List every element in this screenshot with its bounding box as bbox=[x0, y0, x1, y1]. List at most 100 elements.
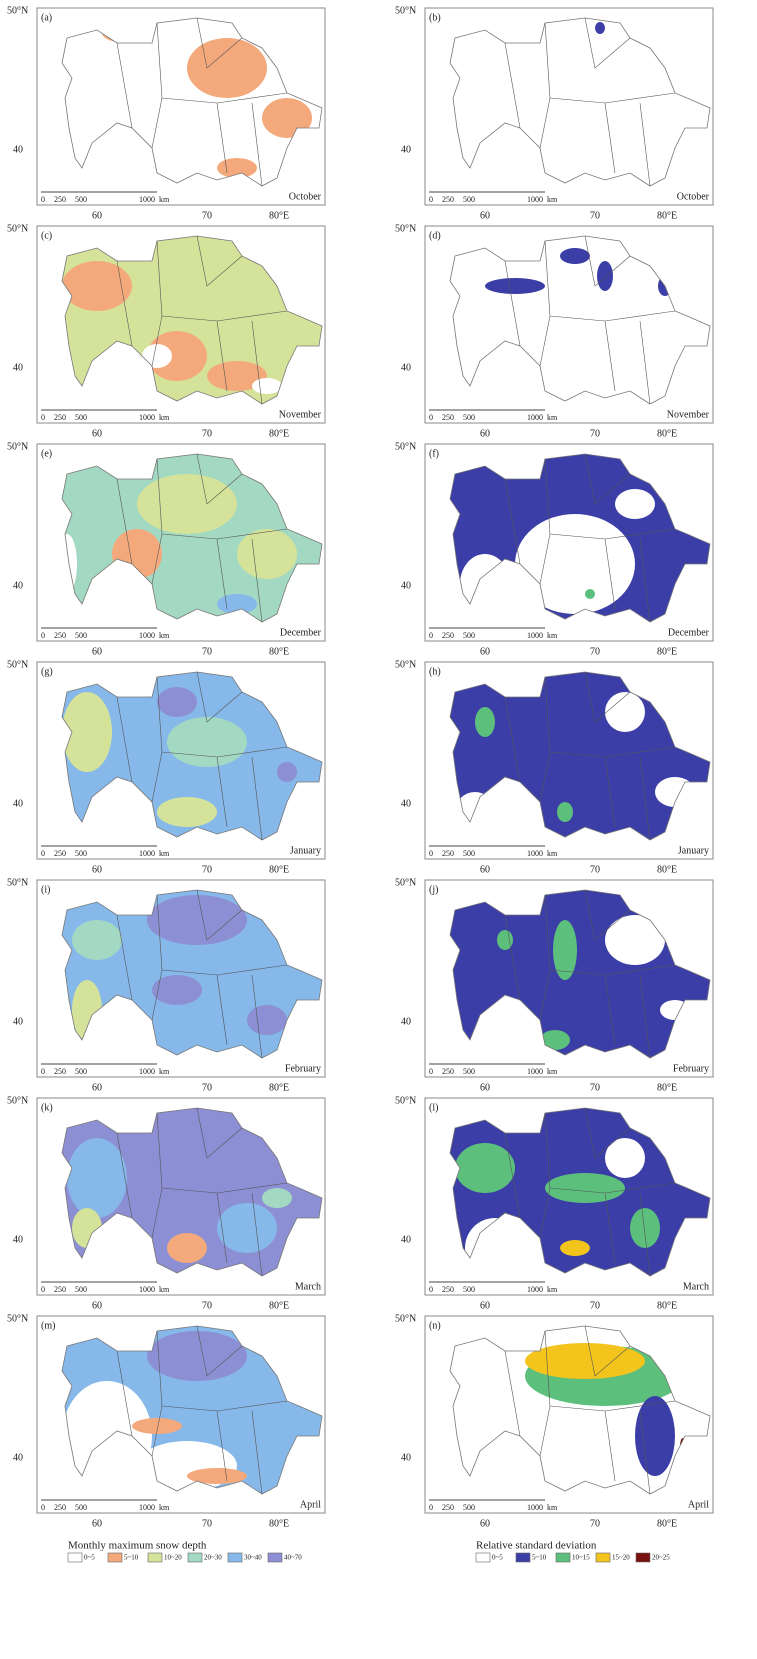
scale-label: 500 bbox=[75, 631, 87, 640]
lat-label: 40 bbox=[13, 1234, 23, 1245]
map-panel: (i) February 0 250 500 1000 km bbox=[36, 879, 326, 1078]
scale-label: 500 bbox=[463, 1067, 475, 1076]
panel-label: (j) bbox=[429, 884, 438, 895]
scale-label: km bbox=[159, 1285, 170, 1294]
lat-label: 50°N bbox=[7, 223, 28, 234]
lat-label: 40 bbox=[13, 144, 23, 155]
panel-label: (b) bbox=[429, 12, 441, 23]
lon-label: 60 bbox=[92, 210, 102, 221]
country-outline bbox=[61, 889, 323, 1059]
panel-frame bbox=[424, 7, 714, 206]
month-label: October bbox=[289, 191, 322, 202]
lon-label: 60 bbox=[480, 646, 490, 657]
lat-label: 40 bbox=[401, 1452, 411, 1463]
panel-frame bbox=[424, 661, 714, 860]
region-borders bbox=[504, 671, 676, 841]
snow-field bbox=[450, 1108, 710, 1276]
scale-label: 1000 bbox=[527, 849, 543, 858]
lat-label: 50°N bbox=[395, 223, 416, 234]
field-patch bbox=[497, 930, 513, 950]
map-panel: (d) November 0 250 500 1000 km bbox=[424, 225, 714, 424]
lon-label: 60 bbox=[480, 1518, 490, 1529]
scale-label: 250 bbox=[54, 195, 66, 204]
lon-label: 60 bbox=[480, 428, 490, 439]
panel-label: (h) bbox=[429, 666, 441, 677]
scale-label: 0 bbox=[429, 849, 433, 858]
field-patch bbox=[187, 1468, 247, 1484]
month-label: December bbox=[280, 627, 322, 638]
lat-label: 50°N bbox=[7, 1095, 28, 1106]
lon-label: 70 bbox=[202, 864, 212, 875]
scale-label: km bbox=[159, 1503, 170, 1512]
panel-label: (l) bbox=[429, 1102, 438, 1113]
field-patch bbox=[102, 23, 152, 43]
legend-label: 30~40 bbox=[244, 1554, 262, 1562]
lon-label: 60 bbox=[480, 864, 490, 875]
map-panel: (b) October 0 250 500 1000 km bbox=[424, 7, 714, 206]
lon-label: 60 bbox=[92, 1300, 102, 1311]
lat-label: 40 bbox=[401, 144, 411, 155]
lon-label: 70 bbox=[202, 646, 212, 657]
scale-label: 250 bbox=[54, 849, 66, 858]
scale-label: 0 bbox=[41, 1503, 45, 1512]
lon-label: 60 bbox=[480, 210, 490, 221]
panel-label: (i) bbox=[41, 884, 50, 895]
country-outline bbox=[449, 889, 711, 1059]
scale-label: 500 bbox=[463, 195, 475, 204]
snow-field bbox=[62, 1108, 322, 1276]
field-patch bbox=[152, 975, 202, 1005]
field-patch bbox=[157, 797, 217, 827]
lat-label: 50°N bbox=[395, 877, 416, 888]
legend-swatch bbox=[267, 1552, 283, 1563]
field-patch bbox=[262, 98, 312, 138]
map-panel: (h) January 0 250 500 1000 km bbox=[424, 661, 714, 860]
lon-label: 70 bbox=[590, 428, 600, 439]
snow-field bbox=[62, 454, 322, 622]
field-patch bbox=[635, 1396, 675, 1476]
panel-frame bbox=[36, 7, 326, 206]
country-outline bbox=[61, 1107, 323, 1277]
field-patch bbox=[187, 38, 267, 98]
country-outline bbox=[61, 453, 323, 623]
lon-label: 80°E bbox=[657, 428, 677, 439]
scale-label: 500 bbox=[463, 849, 475, 858]
scale-label: 1000 bbox=[139, 631, 155, 640]
lon-label: 70 bbox=[202, 1300, 212, 1311]
month-label: October bbox=[677, 191, 710, 202]
field-patch bbox=[217, 158, 257, 178]
legend-title: Relative standard deviation bbox=[476, 1540, 597, 1552]
legend-label: 5~10 bbox=[124, 1554, 139, 1562]
legend-swatch bbox=[475, 1552, 491, 1563]
scale-label: 1000 bbox=[139, 1285, 155, 1294]
field-patch bbox=[62, 261, 132, 311]
region-borders bbox=[116, 671, 288, 841]
lon-label: 60 bbox=[92, 428, 102, 439]
lat-label: 50°N bbox=[395, 441, 416, 452]
lat-label: 50°N bbox=[7, 877, 28, 888]
snow-field bbox=[450, 454, 710, 622]
scale-label: 500 bbox=[75, 1285, 87, 1294]
scale-label: km bbox=[547, 631, 558, 640]
field-patch bbox=[62, 692, 112, 772]
panel-frame bbox=[36, 443, 326, 642]
field-patch bbox=[540, 1030, 570, 1050]
lon-label: 60 bbox=[480, 1300, 490, 1311]
scale-label: 250 bbox=[442, 631, 454, 640]
month-label: April bbox=[300, 1499, 321, 1510]
lat-label: 50°N bbox=[7, 1313, 28, 1324]
field-patch bbox=[237, 529, 297, 579]
field-patch bbox=[62, 534, 77, 594]
lon-label: 60 bbox=[92, 1518, 102, 1529]
snow-field bbox=[450, 18, 710, 186]
field-patch bbox=[262, 1188, 292, 1208]
legend-swatch bbox=[635, 1552, 651, 1563]
month-label: April bbox=[688, 1499, 709, 1510]
lon-label: 60 bbox=[92, 646, 102, 657]
panel-label: (g) bbox=[41, 666, 53, 677]
region-borders bbox=[504, 235, 676, 405]
lat-label: 40 bbox=[13, 798, 23, 809]
scale-label: 1000 bbox=[527, 1503, 543, 1512]
field-patch bbox=[455, 1143, 515, 1193]
legend-swatch bbox=[67, 1552, 83, 1563]
scale-label: 0 bbox=[41, 195, 45, 204]
